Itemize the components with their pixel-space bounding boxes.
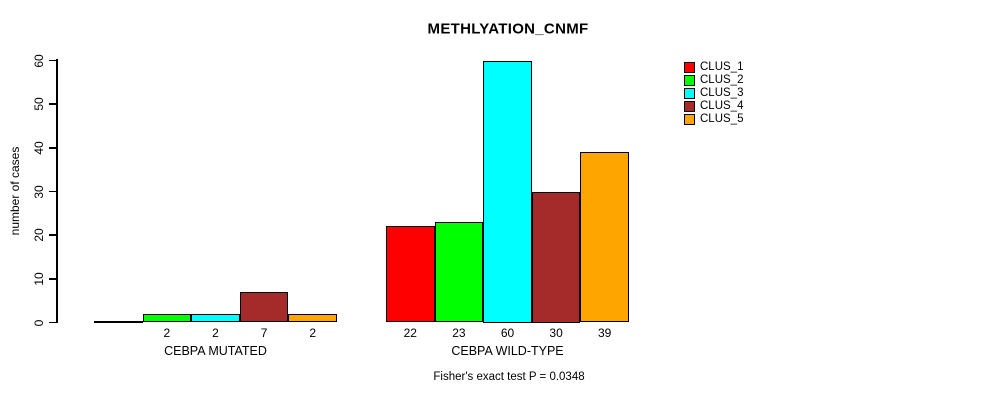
bar-clus_3 [191, 313, 240, 323]
chart-title: METHLYATION_CNMF [427, 20, 589, 38]
bar-clus_2 [142, 313, 192, 323]
legend-label: CLUS_2 [700, 74, 744, 86]
y-tick-label: 50 [32, 97, 46, 111]
bar-clus_1 [386, 226, 435, 323]
legend-swatch-icon [684, 88, 695, 99]
bar-value-label: 22 [403, 326, 417, 340]
bar-value-label: 2 [163, 326, 171, 340]
y-tick-label: 10 [32, 272, 46, 286]
bar-clus_3 [483, 60, 532, 323]
bar-value-label: 2 [309, 326, 317, 340]
y-tick-mark [49, 321, 57, 324]
y-tick-label: 60 [32, 53, 46, 68]
y-tick-label: 0 [32, 319, 46, 326]
y-tick-mark [49, 147, 57, 149]
fisher-test-annotation: Fisher's exact test P = 0.0348 [433, 371, 585, 383]
y-tick-mark [49, 190, 57, 193]
x-axis-group-label: CEBPA WILD-TYPE [451, 344, 564, 358]
legend-label: CLUS_3 [700, 87, 744, 99]
y-tick-label: 40 [32, 141, 46, 155]
bar-clus_1-zero [94, 321, 143, 323]
bar-value-label: 2 [212, 326, 219, 340]
bar-clus_5 [288, 313, 337, 323]
legend-swatch-icon [684, 101, 695, 112]
bar-clus_4 [239, 291, 289, 323]
legend-swatch-icon [684, 75, 695, 86]
bar-clus_5 [580, 152, 629, 323]
legend-swatch-icon [684, 62, 695, 73]
y-axis-line [56, 59, 58, 323]
bar-value-label: 39 [598, 326, 612, 340]
legend-label: CLUS_4 [700, 100, 744, 112]
bar-value-label: 23 [452, 326, 466, 340]
legend-label: CLUS_5 [700, 113, 744, 125]
y-tick-label: 30 [32, 184, 46, 199]
y-tick-mark [49, 103, 57, 105]
legend-item-clus_1: CLUS_1 [684, 61, 743, 74]
legend-item-clus_2: CLUS_2 [684, 74, 743, 87]
x-axis-group-label: CEBPA MUTATED [164, 344, 267, 358]
legend-item-clus_4: CLUS_4 [684, 100, 743, 113]
legend-item-clus_3: CLUS_3 [684, 87, 743, 100]
bar-value-label: 60 [500, 326, 515, 340]
bar-value-label: 7 [260, 326, 268, 340]
bar-value-label: 30 [549, 326, 563, 340]
legend-item-clus_5: CLUS_5 [684, 113, 743, 126]
y-tick-mark [49, 234, 57, 236]
y-tick-label: 20 [32, 228, 46, 242]
legend-swatch-icon [684, 114, 695, 125]
y-tick-mark [49, 59, 57, 62]
bar-clus_2 [434, 222, 484, 323]
legend-label: CLUS_1 [700, 61, 744, 73]
bar-clus_4 [531, 191, 581, 323]
y-axis-title: number of cases [8, 146, 22, 236]
chart-legend: CLUS_1 CLUS_2 CLUS_3 CLUS_4 CLUS_5 [684, 61, 743, 126]
y-tick-mark [49, 278, 57, 280]
